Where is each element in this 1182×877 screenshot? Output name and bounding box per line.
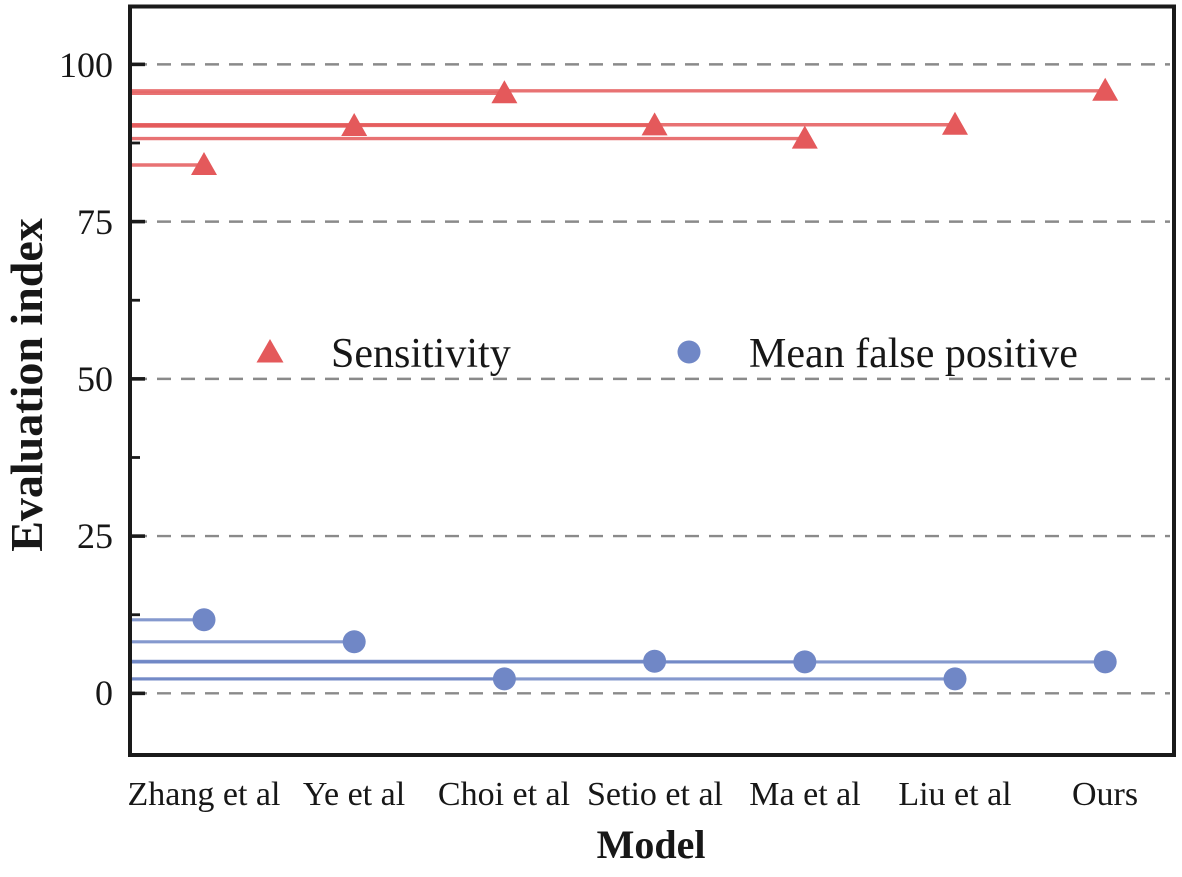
x-axis-tick-labels: Zhang et al Ye et al Choi et al Setio et… xyxy=(128,776,1139,813)
legend: Sensitivity Mean false positive xyxy=(256,331,1078,377)
x-tick-label-ours: Ours xyxy=(1072,776,1138,813)
x-tick-label-zhang: Zhang et al xyxy=(128,776,281,813)
triangle-marker-icon xyxy=(641,112,668,136)
y-axis-tick-labels: 0 25 50 75 100 xyxy=(59,45,113,713)
y-axis-title: Evaluation index xyxy=(1,218,52,552)
x-tick-label-choi: Choi et al xyxy=(438,776,570,813)
triangle-marker-icon xyxy=(942,111,968,135)
x-axis-title: Model xyxy=(597,822,706,867)
plot-dynamic xyxy=(129,62,1170,696)
y-tick-label-0: 0 xyxy=(95,673,113,713)
x-tick-label-liu: Liu et al xyxy=(898,776,1011,813)
circle-marker-icon xyxy=(943,667,967,691)
x-tick-label-ma: Ma et al xyxy=(749,776,860,813)
y-tick-label-100: 100 xyxy=(59,45,113,85)
y-tick-label-50: 50 xyxy=(77,359,113,399)
sensitivity-triangle-marker-icon xyxy=(256,339,284,363)
fp-circle-marker-icon xyxy=(677,340,701,364)
x-tick-label-setio: Setio et al xyxy=(587,776,723,813)
triangle-marker-icon xyxy=(491,80,518,104)
y-tick-label-75: 75 xyxy=(77,202,113,242)
y-tick-label-25: 25 xyxy=(77,516,113,556)
circle-marker-icon xyxy=(1093,650,1117,674)
x-tick-label-ye: Ye et al xyxy=(303,776,405,813)
circle-marker-icon xyxy=(643,649,667,673)
legend-sensitivity-label: Sensitivity xyxy=(331,331,511,377)
triangle-marker-icon xyxy=(1092,77,1119,101)
circle-marker-icon xyxy=(342,630,366,654)
circle-marker-icon xyxy=(192,608,216,632)
triangle-marker-icon xyxy=(191,152,217,176)
legend-fp-label: Mean false positive xyxy=(749,331,1078,377)
triangle-marker-icon xyxy=(791,125,818,149)
plot-border xyxy=(128,4,1176,757)
circle-marker-icon xyxy=(492,667,516,691)
circle-marker-icon xyxy=(793,650,817,674)
triangle-marker-icon xyxy=(341,113,368,137)
